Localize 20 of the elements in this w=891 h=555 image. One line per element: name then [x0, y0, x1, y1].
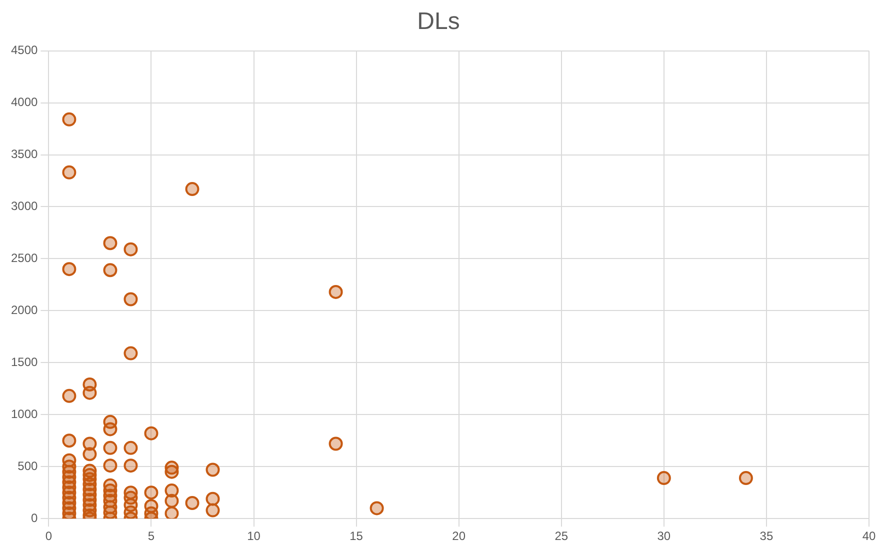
y-tick-label: 2000 [10, 303, 38, 317]
chart-title: DLs [417, 8, 460, 36]
x-tick-label: 0 [45, 529, 52, 544]
y-tick-label: 3000 [10, 199, 38, 214]
y-tick-label: 1000 [10, 406, 38, 421]
x-tick-label: 35 [760, 529, 774, 544]
y-tick-label: 2500 [10, 251, 38, 266]
y-tick-label: 4500 [10, 43, 38, 58]
x-tick-label: 20 [452, 529, 466, 544]
x-tick-label: 15 [350, 529, 364, 544]
y-tick-label: 4000 [10, 95, 38, 110]
x-tick-label: 40 [862, 529, 876, 544]
y-tick-label: 500 [18, 458, 38, 473]
x-tick-label: 30 [657, 529, 671, 544]
y-tick-label: 3500 [10, 147, 38, 162]
y-tick-label: 0 [31, 510, 38, 525]
x-tick-label: 5 [148, 529, 155, 544]
y-tick-label: 1500 [10, 354, 38, 369]
x-tick-label: 10 [247, 529, 261, 544]
x-tick-label: 25 [554, 529, 568, 544]
